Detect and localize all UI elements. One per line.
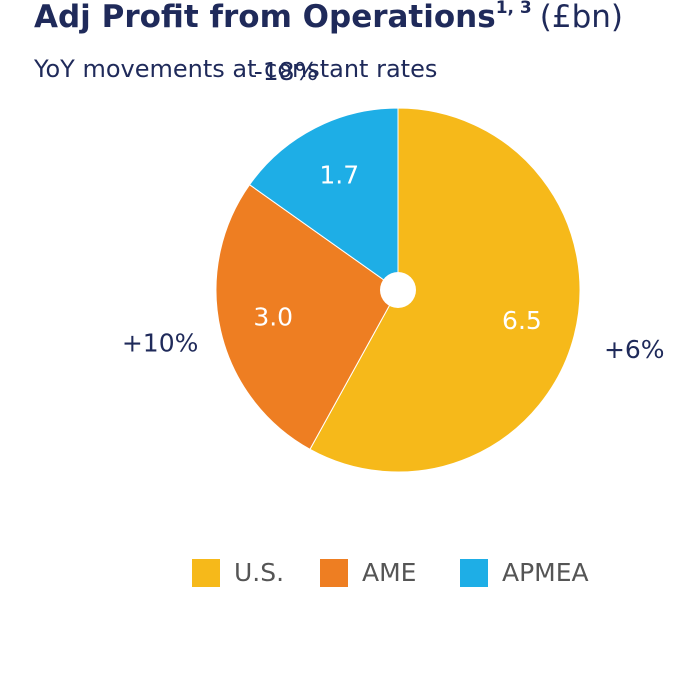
legend-swatch (320, 559, 348, 587)
pie-slice (309, 107, 581, 473)
subtitle: YoY movements at constant rates (33, 55, 437, 83)
title-main: Adj Profit from Operations (34, 0, 496, 35)
legend-label: U.S. (234, 558, 284, 587)
legend-swatch (192, 559, 220, 587)
change-label: +10% (122, 328, 199, 357)
pie-slice (215, 183, 399, 450)
change-label: -18% (254, 57, 319, 86)
title-superscript: 1, 3 (496, 0, 532, 18)
pie-slice (248, 107, 399, 291)
title-unit: (£bn) (540, 0, 623, 35)
chart-title: Adj Profit from Operations1, 3 (£bn) (34, 0, 623, 35)
change-label: +6% (604, 335, 665, 364)
legend-swatch (460, 559, 488, 587)
data-label: 3.0 (253, 302, 293, 331)
data-label: 6.5 (502, 306, 542, 335)
legend-label: APMEA (502, 558, 589, 587)
pie-hole (380, 272, 416, 308)
data-label: 1.7 (319, 160, 359, 189)
legend-label: AME (362, 558, 416, 587)
